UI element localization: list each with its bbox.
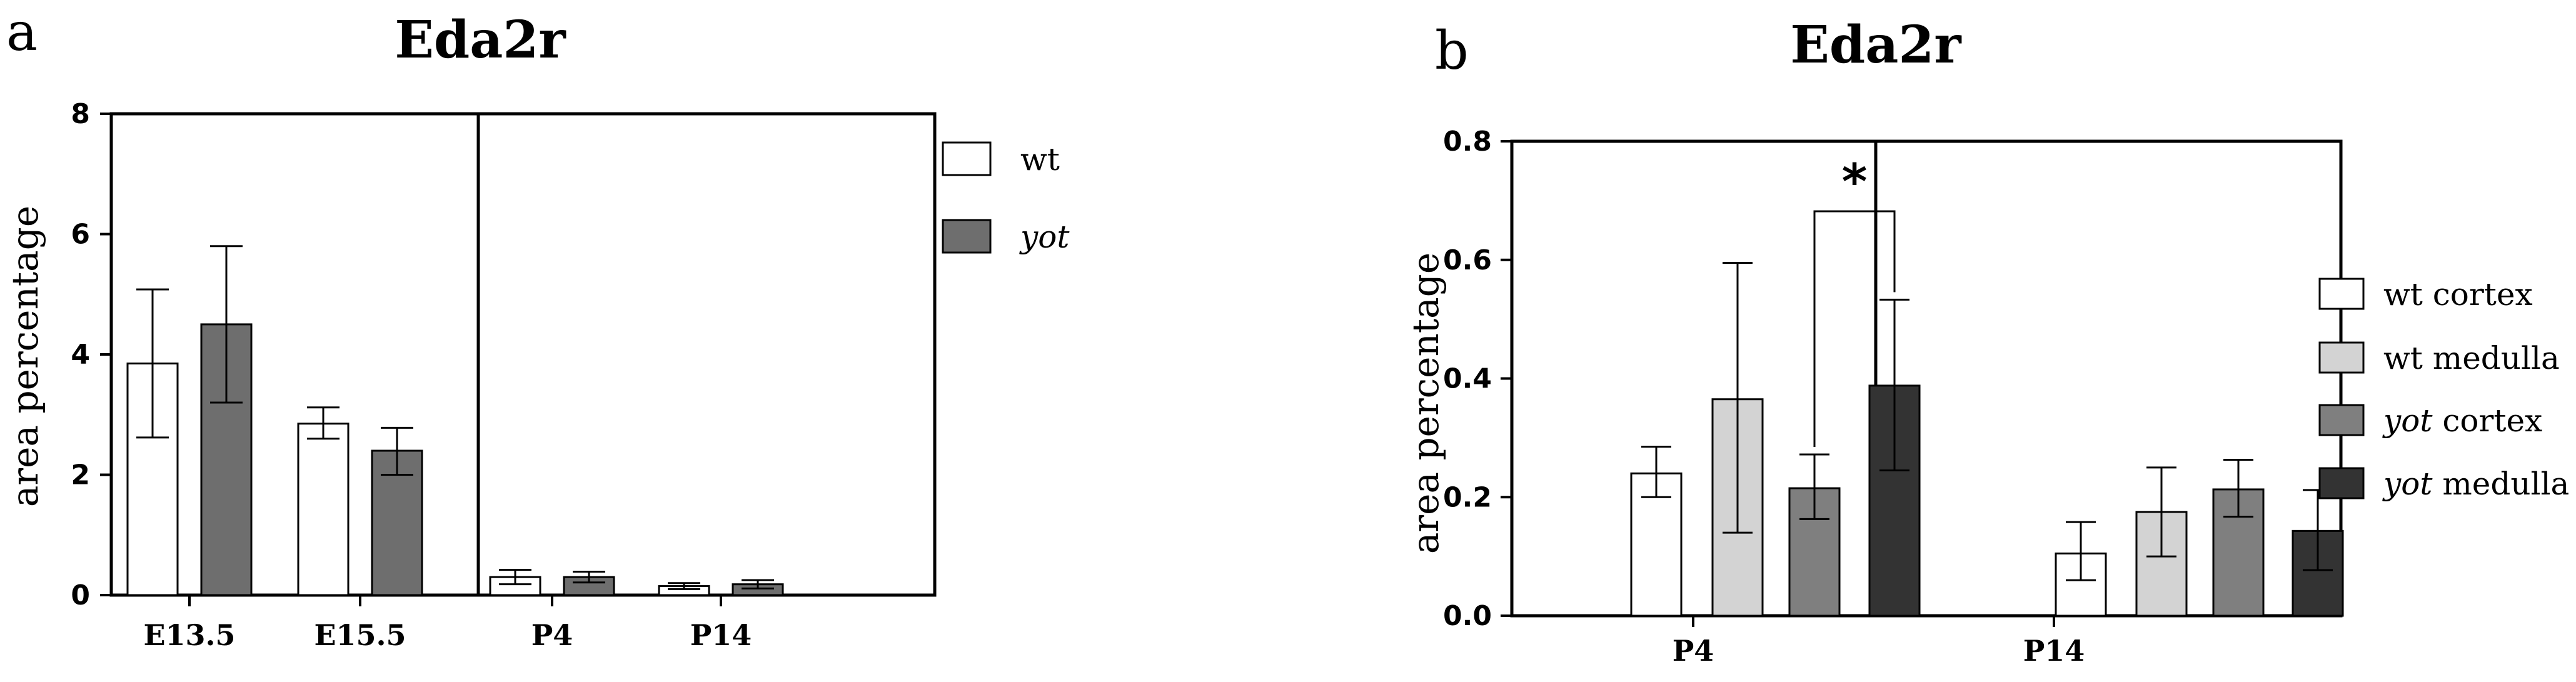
x-tick-label: P14 <box>2023 634 2085 668</box>
legend-label-genotype: yot <box>2382 403 2433 439</box>
legend-label-region: cortex <box>2432 403 2542 439</box>
y-tick-label: 0.0 <box>1443 600 1492 632</box>
legend-swatch <box>2318 341 2365 374</box>
legend-label-genotype: wt <box>2383 276 2423 313</box>
x-tick-label: E13.5 <box>143 618 235 652</box>
x-tick-label: E15.5 <box>314 618 406 652</box>
y-tick-label: 0.8 <box>1443 126 1492 158</box>
y-tick-label: 2 <box>71 459 90 491</box>
legend-label: yot cortex <box>2382 403 2542 439</box>
legend-label: wt cortex <box>2383 276 2533 313</box>
legend-swatch <box>2318 404 2365 436</box>
legend-label-genotype: yot <box>1019 219 1070 255</box>
significance-bracket <box>1813 210 1896 447</box>
y-tick-label: 6 <box>71 219 90 251</box>
legend-label: wt medulla <box>2383 340 2560 376</box>
panel-a-legend: wt yot <box>942 141 1070 255</box>
legend-label-genotype: wt <box>1020 141 1060 178</box>
x-tick-label: P4 <box>1673 634 1714 668</box>
panel-a-title: Eda2r <box>395 10 566 70</box>
legend-label: yot <box>1019 219 1070 255</box>
bar <box>297 423 350 596</box>
x-tick-label: P4 <box>531 618 573 652</box>
panel-a-ylabel: area percentage <box>4 206 46 507</box>
legend-label-region: cortex <box>2423 276 2533 313</box>
panel-b-title: Eda2r <box>1790 15 1962 75</box>
legend-swatch <box>2318 278 2365 310</box>
y-tick-label: 0.6 <box>1443 244 1492 276</box>
legend-label-genotype: wt <box>2383 340 2423 376</box>
y-tick-label: 4 <box>71 339 90 371</box>
bar <box>563 576 615 596</box>
legend-label: wt <box>1020 141 1060 178</box>
y-tick-label: 0.2 <box>1443 481 1492 513</box>
y-tick-label: 0 <box>71 579 90 611</box>
legend-label: yot medulla <box>2382 466 2569 502</box>
legend-swatch <box>942 219 992 254</box>
legend-swatch <box>942 141 992 176</box>
x-tick-label: P14 <box>690 618 752 652</box>
panel-b-chart: 0.0 0.2 0.4 0.6 0.8 P4 P14 * <box>1443 126 2344 668</box>
legend-label-region: medulla <box>2423 340 2560 376</box>
y-tick-label: 0.4 <box>1443 363 1492 395</box>
panel-a-chart: 0 2 4 6 8 E13.5 E15.5 P4 P14 <box>71 98 937 652</box>
panel-b-letter: b <box>1435 20 1469 81</box>
significance-marker: * <box>1842 154 1868 211</box>
legend-label-region: medulla <box>2432 466 2569 502</box>
y-tick-label: 8 <box>71 98 90 130</box>
legend-swatch <box>2318 467 2365 499</box>
legend-label-genotype: yot <box>2382 466 2433 502</box>
panel-b-ylabel: area percentage <box>1404 253 1447 554</box>
panel-a-letter: a <box>6 1 38 63</box>
